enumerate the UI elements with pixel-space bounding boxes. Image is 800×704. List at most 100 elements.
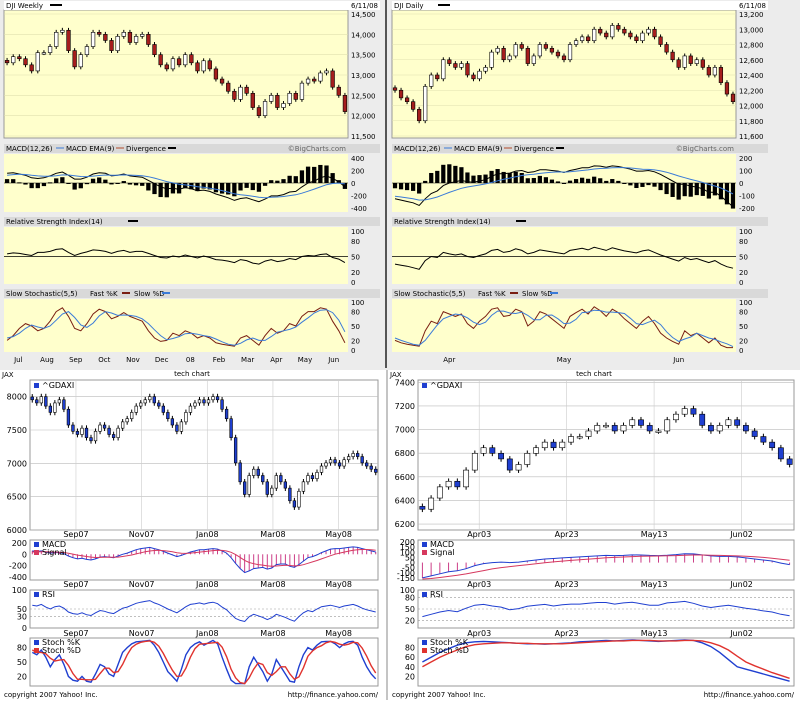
price-tick-label: 13,000 — [351, 72, 376, 80]
macd-hist-bar — [423, 180, 428, 183]
x-tick-label: Mar08 — [260, 530, 285, 539]
x-tick-label: Jun — [327, 356, 339, 364]
rsi-tick-label: 100 — [351, 228, 364, 236]
rsi-plot-area — [4, 227, 348, 284]
gdaxi-year-candle — [206, 399, 211, 404]
gdaxi-year-candle — [342, 459, 346, 467]
dji-weekly-candle — [176, 58, 182, 66]
stoch-tick-label: 20 — [351, 337, 360, 345]
macd-hist-bar — [579, 177, 585, 183]
dji-daily-candle — [513, 44, 518, 57]
macd-hist-bar — [682, 183, 687, 197]
macd-hist-bar — [724, 183, 730, 205]
gdaxi-year-candle — [274, 475, 278, 489]
stoch-d-swatch — [34, 648, 39, 653]
macd-tick-label: -100 — [739, 193, 755, 201]
dji-weekly-candle — [183, 54, 188, 66]
macd-tick-label: -400 — [9, 573, 27, 582]
macd-swatch — [422, 542, 427, 547]
macd-hist-bar — [471, 175, 476, 183]
gdaxi-year-candle — [35, 399, 39, 404]
rsi-tick-label: 50 — [405, 605, 415, 614]
gdaxi-3m-panel: JAX tech chart 7400 7200 7000 6800 6600 6400 620… — [388, 370, 800, 700]
stoch-plot-area — [392, 299, 736, 352]
x-tick-label: Jan08 — [195, 530, 219, 539]
x-tick-label: Apr23 — [555, 530, 579, 539]
stoch-tick-label: 50 — [739, 323, 748, 331]
fast-k-label: Fast %K — [478, 290, 506, 298]
dji-daily-candle — [441, 59, 446, 80]
macd-hist-bar — [146, 183, 151, 191]
rsi-tick-label: 80 — [405, 594, 415, 603]
gdaxi-year-candle — [98, 424, 102, 432]
dji-daily-candle — [555, 51, 561, 57]
gdaxi-3m-candle — [594, 425, 601, 432]
x-tick-label: Nov — [126, 356, 140, 364]
macd-tick-label: 0 — [410, 559, 415, 568]
macd-hist-bar — [158, 183, 163, 198]
rsi-tick-label: 0 — [22, 624, 27, 633]
macd-hist-bar — [616, 180, 621, 183]
macd-hist-bar — [4, 179, 10, 183]
stoch-k-legend-label: Stoch %K — [430, 638, 469, 647]
chart-date: 6/11/08 — [739, 2, 766, 10]
stoch-d-swatch — [422, 648, 427, 653]
macd-ema-label: MACD EMA(9) — [66, 145, 115, 153]
gdaxi-3m-candle — [489, 447, 496, 454]
macd-hist-bar — [324, 165, 329, 183]
dji-weekly-candle — [330, 70, 335, 88]
x-tick-label: Apr03 — [467, 530, 491, 539]
stoch-k-line — [6, 307, 346, 347]
gdaxi-year-candle — [315, 472, 319, 479]
price-tick-label: 12,200 — [739, 87, 764, 95]
macd-hist-bar — [447, 164, 452, 183]
macd-hist-bar — [54, 178, 59, 183]
macd-title: MACD(12,26) — [6, 145, 53, 153]
dji-daily-candle — [507, 55, 512, 61]
gdaxi-3m-candle — [725, 419, 732, 426]
stoch-d-legend-label: Stoch %D — [430, 646, 469, 655]
dji-daily-candle — [531, 55, 536, 64]
dji-weekly-candle — [11, 56, 16, 64]
chart-title: DJI Weekly — [6, 2, 43, 10]
gdaxi-year-candle — [188, 405, 193, 413]
stoch-tick-label: 80 — [405, 644, 415, 653]
gdaxi-3m-candle — [506, 458, 513, 471]
gdaxi-3m-candle — [515, 464, 522, 471]
rsi-legend-label: RSI — [430, 590, 443, 599]
macd-hist-bar — [519, 172, 524, 183]
macd-hist-bar — [342, 183, 348, 189]
gdaxi-year-candle — [356, 453, 360, 457]
stoch-tick-label: 80 — [351, 309, 360, 317]
dji-daily-candle — [730, 93, 736, 102]
x-tick-label: Apr03 — [467, 580, 491, 589]
stoch-tick-label: 80 — [739, 309, 748, 317]
stoch-d-line — [394, 309, 734, 348]
dji-weekly-candle — [312, 78, 317, 82]
macd-hist-bar — [628, 183, 633, 186]
gdaxi-year-candle — [170, 418, 175, 426]
x-tick-label: Jan08 — [195, 629, 219, 638]
gdaxi-year-candle — [116, 427, 120, 438]
macd-hist-bar — [435, 170, 440, 183]
rsi-line — [7, 248, 346, 265]
gdaxi-3m-candle — [760, 436, 767, 443]
dji-daily-candle — [471, 74, 476, 80]
macd-plot-area — [29, 539, 379, 581]
gdaxi-3m-candle — [611, 425, 618, 432]
dji-daily-candle — [537, 44, 542, 57]
dji-weekly-candle — [121, 31, 126, 37]
x-tick-label: Jun02 — [729, 580, 753, 589]
gdaxi-3m-candle — [419, 506, 426, 510]
gdaxi-year-candle — [93, 431, 98, 442]
gdaxi-year-candle — [279, 475, 283, 483]
macd-tick-label: -200 — [351, 193, 367, 201]
gdaxi-3m-candle — [699, 413, 706, 426]
price-tick-label: 11,500 — [351, 133, 376, 141]
dji-daily-candle — [447, 59, 452, 64]
x-tick-label: May — [298, 356, 312, 364]
dji-daily-candle — [640, 32, 645, 41]
macd-hist-bar — [525, 178, 530, 183]
macd-tick-label: -400 — [351, 205, 367, 213]
